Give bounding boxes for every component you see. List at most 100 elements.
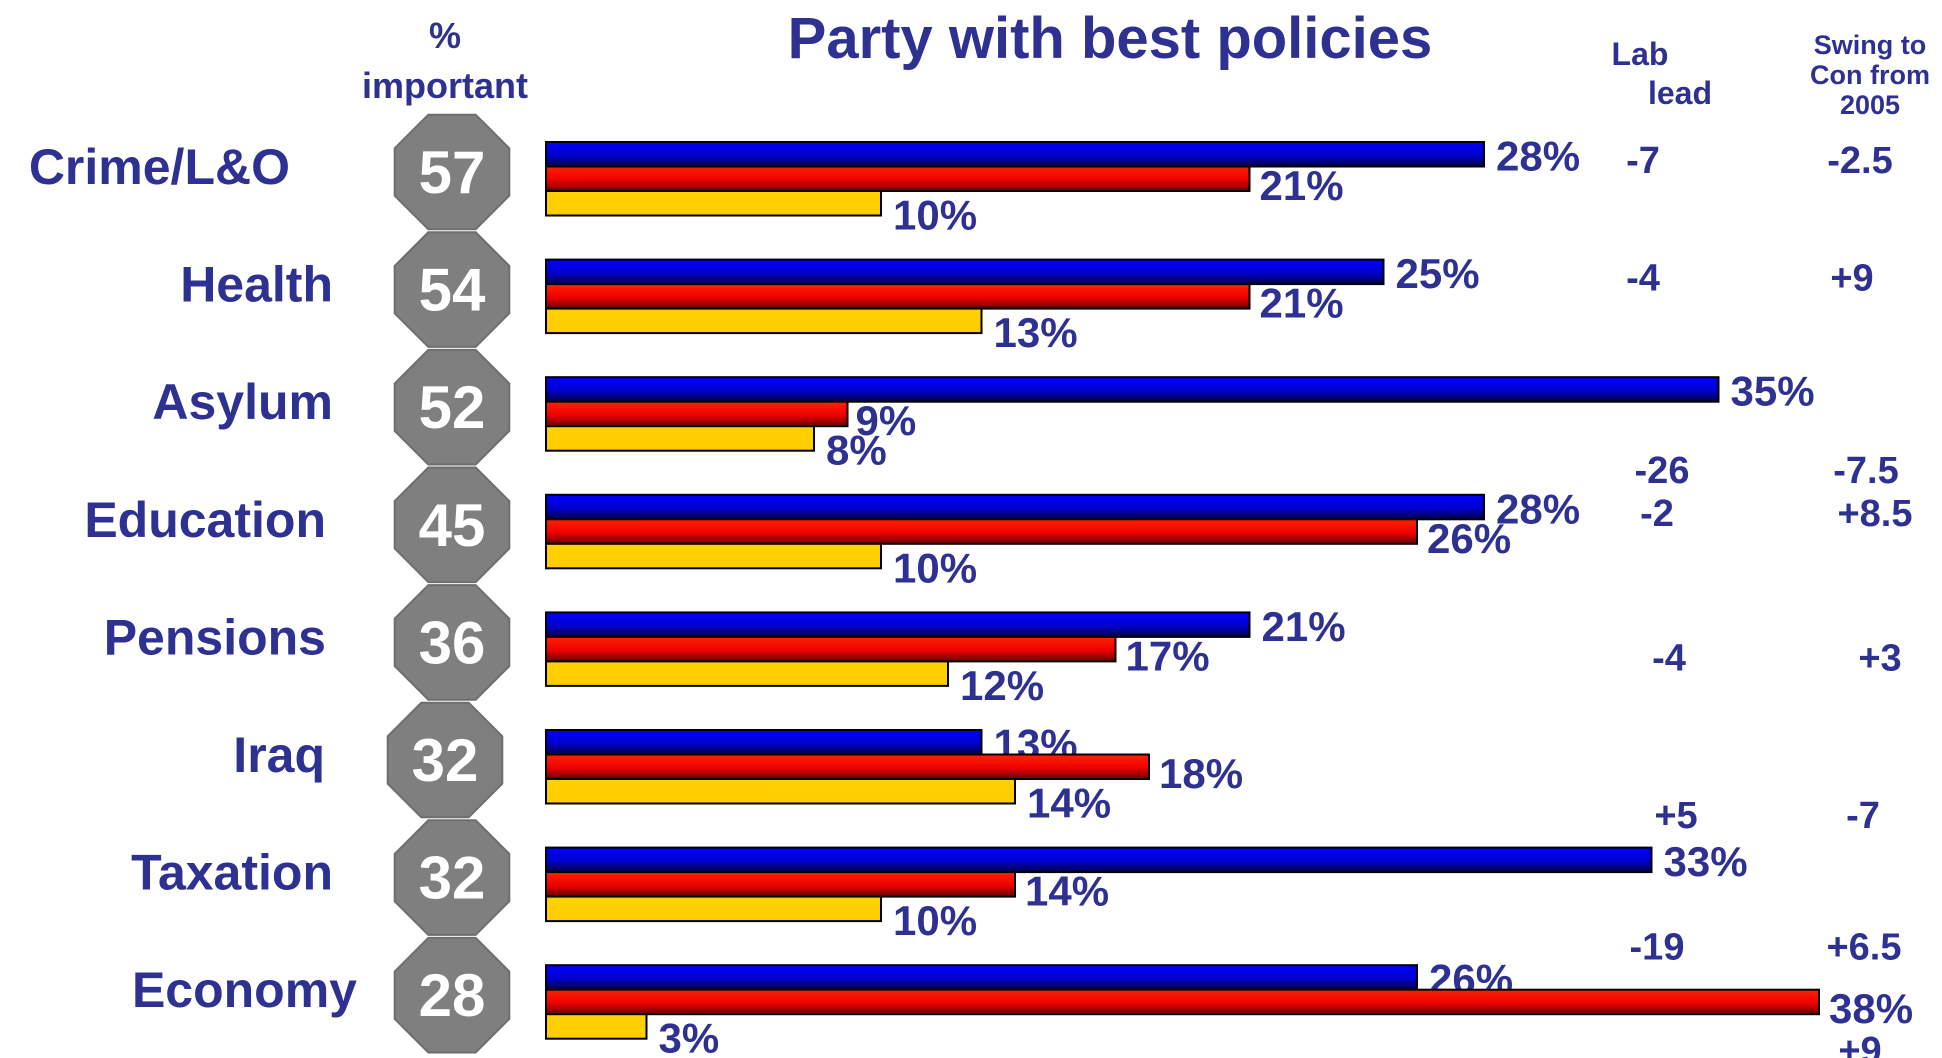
bar [545,493,1485,521]
category-label: Economy [132,962,357,1018]
bar-value-label: 17% [1126,632,1210,679]
bar [545,778,1016,805]
bar-value-label: 21% [1260,280,1344,327]
lab-lead-value: -2 [1640,493,1674,535]
bar [545,660,949,687]
lab-lead-value: -4 [1652,637,1686,679]
importance-octagon [393,819,511,936]
bar-value-label: 28% [1496,485,1580,532]
bar [545,518,1418,545]
importance-octagon [386,701,504,819]
bar-value-label: 12% [960,662,1044,709]
swing-header-line2: Con from [1810,60,1930,90]
bar-value-label: 13% [994,309,1078,356]
bar [545,895,882,923]
swing-value: -7.5 [1833,450,1898,492]
bar [545,753,1150,780]
lab-lead-value: -26 [1635,450,1690,492]
category-row: Asylum 52 35% 9%8% -26 -7.5 [152,348,1899,492]
lab-lead-value: +5 [1654,795,1697,837]
bar-value-label: 25% [1396,250,1480,297]
swing-header-line3: 2005 [1840,90,1900,120]
bar [545,611,1251,638]
bar-value-label: 33% [1664,838,1748,885]
importance-value: 54 [419,257,486,324]
bar-value-label: 10% [893,544,977,591]
swing-value: +9 [1830,258,1873,300]
bar [545,425,815,452]
swing-value: -7 [1846,795,1880,837]
importance-value: 57 [419,139,486,206]
bar [545,283,1251,310]
bar-value-label: 26% [1427,515,1511,562]
important-header-line2: important [362,65,528,106]
bar [545,846,1653,874]
bar-value-label: 10% [893,897,977,944]
swing-value: +8.5 [1837,493,1912,535]
bar [545,964,1418,991]
bar [545,988,1820,1016]
importance-value: 52 [419,374,486,441]
bar [545,1013,648,1040]
chart-rows: Crime/L&O 57 28% 21% 10% -7 -2.5 Health 54 25% 21%… [29,113,1913,1058]
category-label: Pensions [104,609,326,665]
category-row: Health 54 25% 21% 13% -4 +9 [180,231,1874,356]
category-row: Pensions 36 21% 17% 12% -4 +3 [104,584,1902,709]
bar-value-label: 14% [1025,868,1109,915]
category-label: Health [180,257,333,313]
bar-value-label: 10% [893,192,977,239]
swing-value: +9 [1838,1030,1881,1058]
category-row: Taxation 32 33% 14% 10% -19 +6.5 [131,819,1902,969]
category-row: Crime/L&O 57 28% 21% 10% -7 -2.5 [29,113,1893,239]
category-label: Taxation [131,845,333,901]
bar-value-label: 8% [826,427,887,474]
importance-octagon [393,584,511,701]
bar [545,258,1385,286]
importance-octagon [393,113,511,231]
lab-lead-value: -7 [1626,140,1660,182]
category-label: Education [84,492,326,548]
category-label: Asylum [152,374,333,430]
category-row: Education 45 28%26% 10% -2 +8.5 [84,466,1913,591]
important-header-line1: % [429,15,461,56]
bar [545,729,983,756]
category-label: Crime/L&O [29,139,290,195]
swing-value: +6.5 [1826,927,1901,969]
bar [545,542,882,570]
bar [545,376,1720,403]
importance-octagon [393,466,511,584]
importance-value: 36 [419,609,486,676]
bar-value-label: 3% [659,1015,720,1058]
lab-lead-header-line2: lead [1648,75,1712,111]
bar [545,635,1117,663]
importance-octagon [393,936,511,1054]
category-row: Iraq 32 13%18%14% +5 -7 [233,701,1880,837]
importance-value: 32 [419,845,486,912]
bar [545,871,1016,898]
bar-value-label: 18% [1159,750,1243,797]
importance-value: 32 [412,727,479,794]
bar-value-label: 35% [1731,368,1815,415]
lab-lead-value: -19 [1630,927,1685,969]
importance-octagon [393,348,511,466]
bar-value-label: 14% [1027,780,1111,827]
bar [545,165,1251,192]
bar-value-label: 28% [1496,133,1580,180]
lab-lead-value: -4 [1626,258,1660,300]
swing-value: -2.5 [1827,140,1892,182]
chart-title: Party with best policies [788,6,1433,71]
bar-value-label: 21% [1260,162,1344,209]
bar-value-label: 9% [856,397,917,444]
importance-value: 45 [419,492,486,559]
bar [545,400,849,428]
bar-value-label: 38% [1829,985,1913,1032]
lab-lead-header-line1: Lab [1612,36,1669,72]
swing-value: +3 [1858,637,1901,679]
bar [545,307,983,335]
bar [545,190,882,217]
importance-value: 28 [419,962,486,1029]
importance-octagon [393,231,511,348]
bar [545,141,1485,168]
swing-header-line1: Swing to [1814,30,1926,60]
